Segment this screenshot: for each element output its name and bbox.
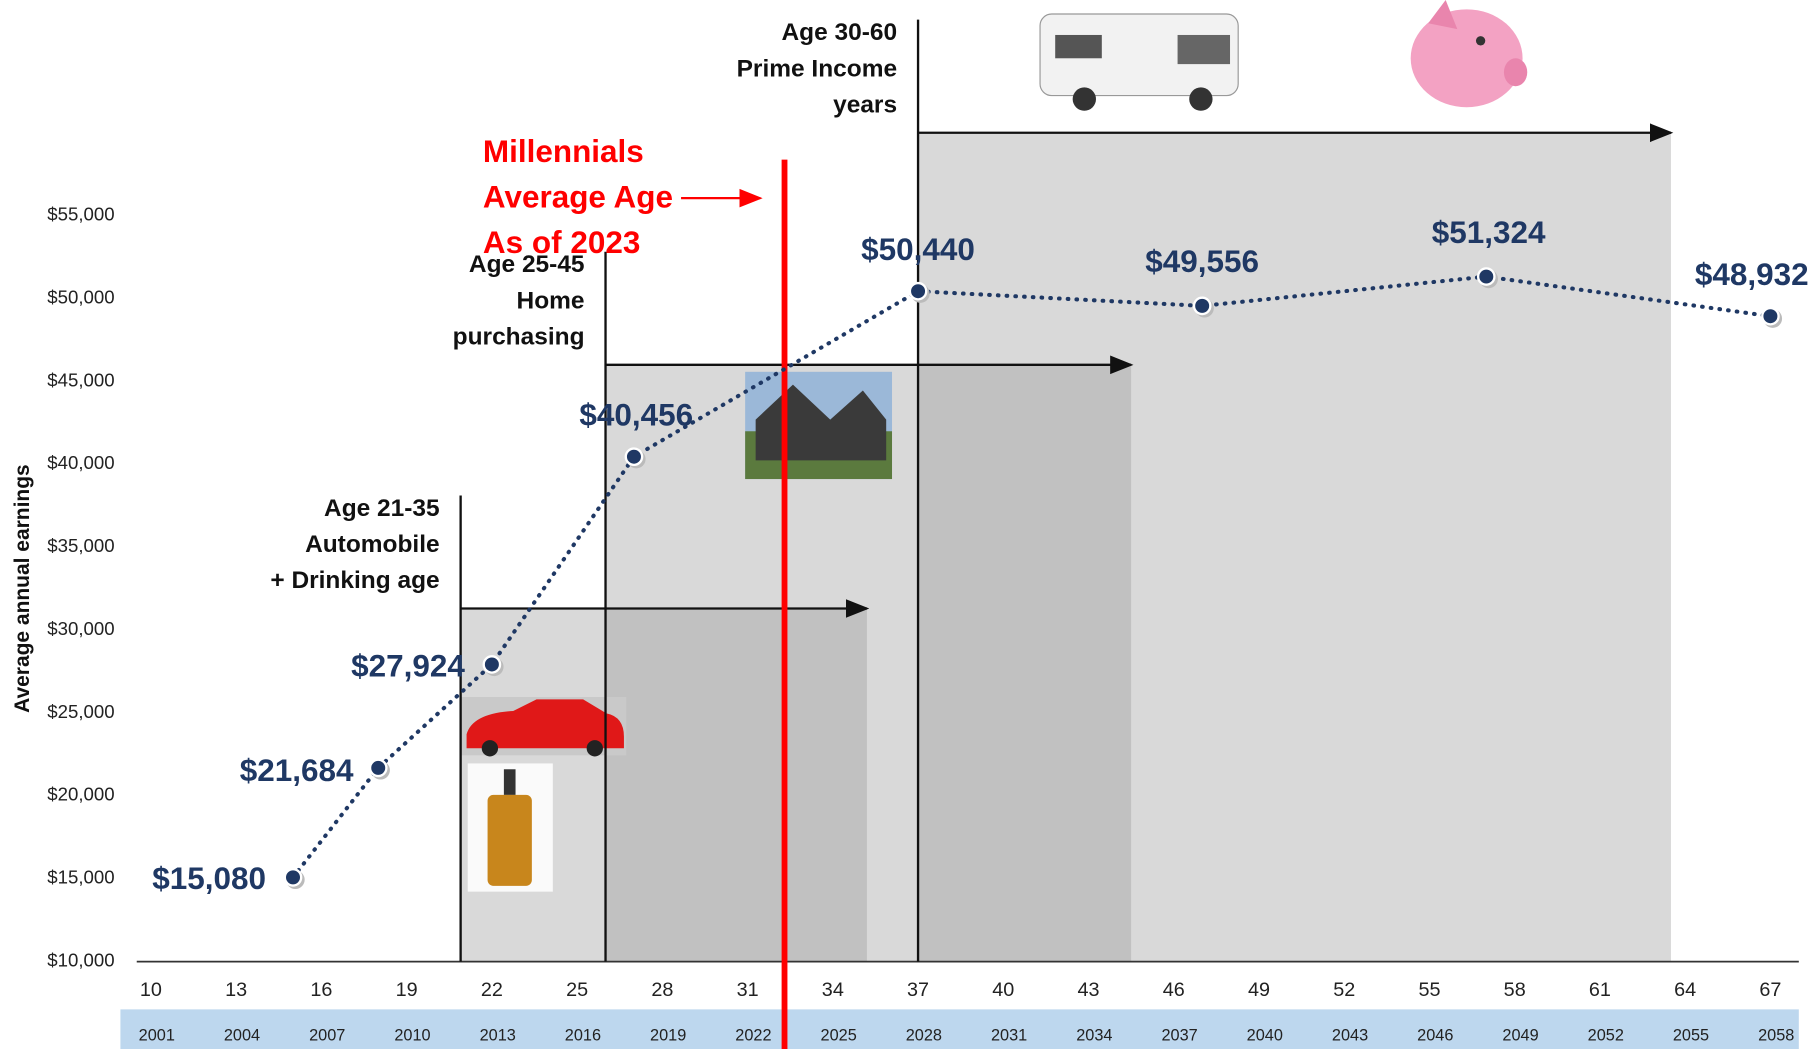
year-label: 2031 xyxy=(991,1026,1027,1044)
y-tick-label: $50,000 xyxy=(47,286,114,307)
x-tick-label: 13 xyxy=(225,979,247,1001)
y-tick-label: $20,000 xyxy=(47,784,114,805)
x-tick-label: 64 xyxy=(1674,979,1696,1001)
region-label: Automobile xyxy=(305,531,440,558)
y-tick-label: $15,000 xyxy=(47,867,114,888)
x-tick-label: 43 xyxy=(1078,979,1100,1001)
year-label: 2040 xyxy=(1247,1026,1283,1044)
value-label: $50,440 xyxy=(861,232,975,267)
value-label: $40,456 xyxy=(579,397,693,432)
x-tick-label: 34 xyxy=(822,979,844,1001)
year-label: 2049 xyxy=(1502,1026,1538,1044)
data-point xyxy=(624,447,644,467)
piggy-bank-picture xyxy=(1410,0,1528,108)
data-point xyxy=(1761,306,1780,326)
region-label: Age 25-45 xyxy=(469,251,585,278)
region-label: + Drinking age xyxy=(270,567,439,594)
x-tick-label: 16 xyxy=(310,979,332,1001)
year-label: 2025 xyxy=(821,1026,857,1044)
x-tick-label: 40 xyxy=(992,979,1014,1001)
year-label: 2043 xyxy=(1332,1026,1368,1044)
value-label: $27,924 xyxy=(351,648,465,683)
year-label: 2034 xyxy=(1076,1026,1112,1044)
value-label: $48,932 xyxy=(1695,257,1809,292)
x-tick-label: 25 xyxy=(566,979,588,1001)
region-label: Age 30-60 xyxy=(781,19,897,46)
y-tick-label: $30,000 xyxy=(47,618,114,639)
data-point xyxy=(368,758,388,778)
year-label: 2022 xyxy=(735,1026,771,1044)
year-label: 2013 xyxy=(480,1026,516,1044)
data-point xyxy=(283,868,303,887)
y-tick-label: $40,000 xyxy=(47,452,114,473)
y-tick-label: $10,000 xyxy=(47,950,114,971)
x-tick-label: 46 xyxy=(1163,979,1185,1001)
data-point xyxy=(1192,296,1212,316)
year-label: 2007 xyxy=(309,1026,345,1044)
year-label: 2019 xyxy=(650,1026,686,1044)
region-label: purchasing xyxy=(453,323,585,350)
house-picture xyxy=(745,371,893,480)
y-tick-label: $55,000 xyxy=(47,204,114,225)
x-tick-label: 52 xyxy=(1333,979,1355,1001)
y-tick-label: $25,000 xyxy=(47,701,114,722)
year-label: 2028 xyxy=(906,1026,942,1044)
x-tick-label: 37 xyxy=(907,979,929,1001)
value-label: $51,324 xyxy=(1432,215,1546,250)
millennial-label: As of 2023 xyxy=(483,225,640,260)
region-label: Home xyxy=(517,287,585,314)
year-label: 2046 xyxy=(1417,1026,1453,1044)
year-label: 2004 xyxy=(224,1026,260,1044)
x-tick-label: 10 xyxy=(140,979,162,1001)
year-label: 2037 xyxy=(1161,1026,1197,1044)
year-band xyxy=(120,1009,1799,1049)
year-label: 2052 xyxy=(1588,1026,1624,1044)
x-tick-label: 22 xyxy=(481,979,503,1001)
region-label: Prime Income xyxy=(737,55,897,82)
x-tick-label: 28 xyxy=(651,979,673,1001)
y-axis-label: Average annual earnings xyxy=(11,464,34,713)
millennial-label: Millennials xyxy=(483,134,644,169)
y-tick-label: $45,000 xyxy=(47,369,114,390)
year-label: 2016 xyxy=(565,1026,601,1044)
y-tick-label: $35,000 xyxy=(47,535,114,556)
x-tick-label: 67 xyxy=(1759,979,1781,1001)
x-tick-label: 55 xyxy=(1418,979,1440,1001)
car-picture xyxy=(460,697,627,757)
earnings-line xyxy=(290,274,1773,880)
millennial-label: Average Age xyxy=(483,180,673,215)
x-tick-label: 19 xyxy=(396,979,418,1001)
data-point xyxy=(908,281,928,301)
region-label: Age 21-35 xyxy=(324,495,440,522)
x-tick-label: 58 xyxy=(1504,979,1526,1001)
region-label: years xyxy=(833,91,897,118)
year-label: 2010 xyxy=(394,1026,430,1044)
year-label: 2058 xyxy=(1758,1026,1794,1044)
year-label: 2055 xyxy=(1673,1026,1709,1044)
value-label: $15,080 xyxy=(152,861,266,896)
value-label: $49,556 xyxy=(1145,244,1259,279)
data-point xyxy=(1476,267,1496,286)
x-tick-label: 61 xyxy=(1589,979,1611,1001)
value-label: $21,684 xyxy=(240,753,354,788)
x-tick-label: 49 xyxy=(1248,979,1270,1001)
whisky-picture xyxy=(467,763,553,892)
data-point xyxy=(482,655,502,674)
x-tick-label: 31 xyxy=(737,979,759,1001)
age-region xyxy=(918,132,1671,962)
year-label: 2001 xyxy=(139,1026,175,1044)
rv-picture xyxy=(1039,13,1239,111)
